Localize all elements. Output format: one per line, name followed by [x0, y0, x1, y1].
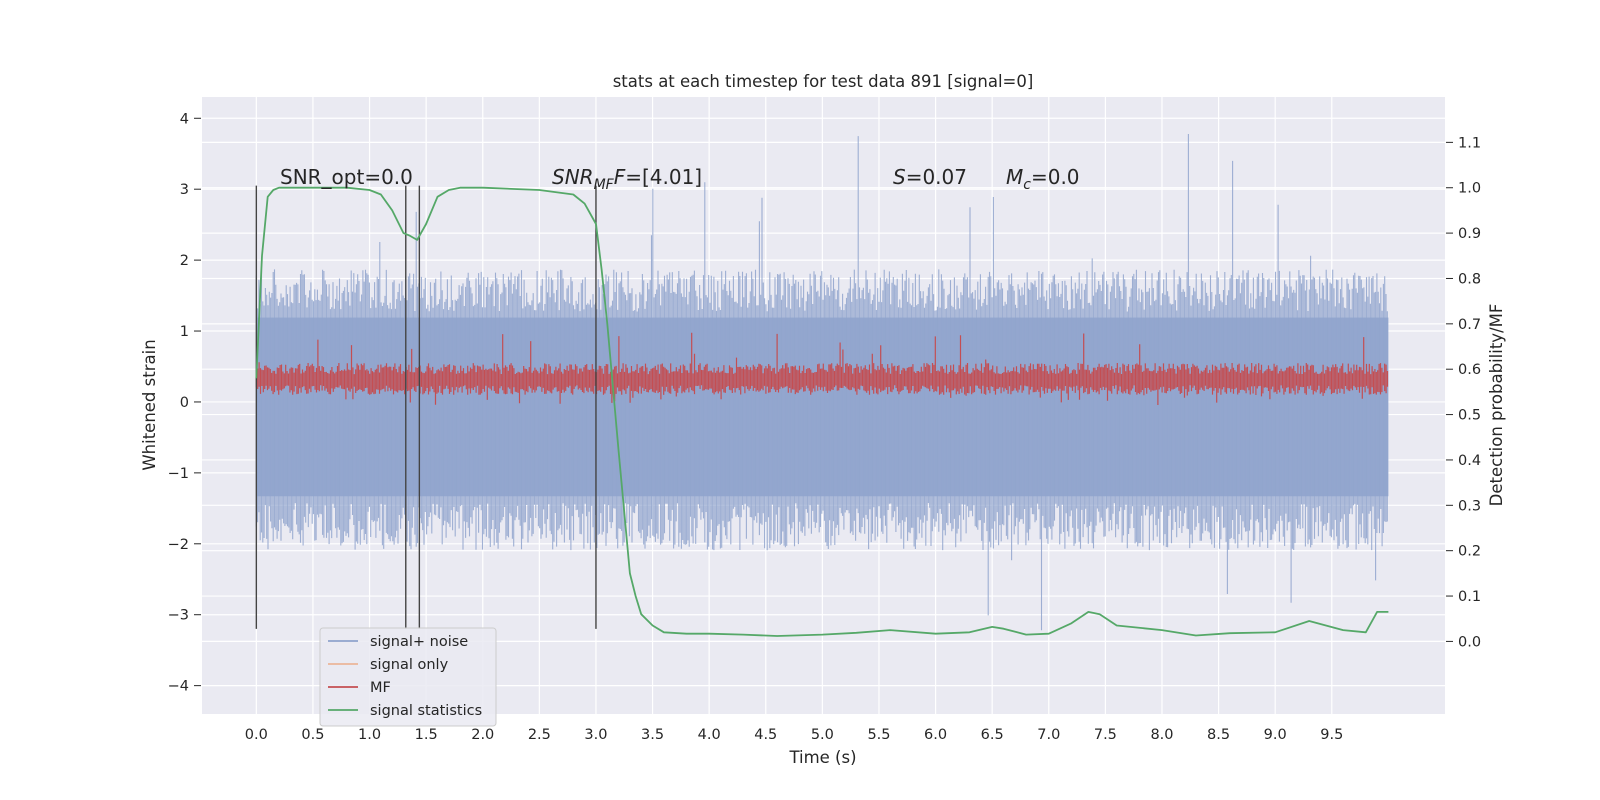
x-axis-label: Time (s) — [788, 748, 856, 767]
y2-tick-label: 0.1 — [1458, 589, 1481, 605]
y2-tick-label: 0.4 — [1458, 453, 1481, 469]
annotation-mc-value: =0.0 — [1031, 165, 1080, 189]
y2-tick-label: 0.6 — [1458, 362, 1481, 378]
y2-tick-label: 0.3 — [1458, 498, 1481, 514]
y-tick-label: 3 — [180, 182, 189, 198]
x-tick-label: 6.0 — [924, 727, 947, 743]
annotation-s: S=0.07 — [893, 165, 967, 189]
x-tick-label: 5.5 — [867, 727, 890, 743]
x-tick-label: 9.5 — [1320, 727, 1343, 743]
x-tick-label: 3.5 — [641, 727, 664, 743]
y-tick-label: −4 — [168, 679, 189, 695]
noise-series — [255, 134, 1389, 631]
annotation-s-value: =0.07 — [906, 165, 967, 189]
annotation-snr-mf-value: =[4.01] — [625, 165, 702, 189]
x-tick-label: 1.5 — [415, 727, 438, 743]
x-tick-label: 7.0 — [1037, 727, 1060, 743]
x-tick-label: 8.5 — [1207, 727, 1230, 743]
signal-statistics-line — [255, 186, 1389, 637]
y2-axis-label: Detection probability/MF — [1487, 304, 1506, 507]
legend-label-signal-noise: signal+ noise — [370, 634, 468, 650]
annotation-s-symbol: S — [893, 165, 906, 189]
x-tick-label: 0.5 — [301, 727, 324, 743]
legend-label-mf: MF — [370, 680, 391, 696]
annotation-mc-symbol: M — [1006, 165, 1023, 189]
x-tick-label: 5.0 — [811, 727, 834, 743]
signal-statistics-series — [255, 186, 1389, 637]
y2-tick-label: 0.5 — [1458, 408, 1481, 424]
annotation-snr-mf: SNRMFF=[4.01] — [552, 165, 702, 193]
annotation-snr-opt: SNR_opt=0.0 — [280, 165, 413, 189]
y-tick-label: −1 — [168, 466, 189, 482]
tick-labels: 0.0 0.5 1.0 1.5 2.0 2.5 3.0 3.5 4.0 4.5 5.0 5.5 6.0 6… — [168, 111, 1481, 743]
x-tick-label: 9.0 — [1264, 727, 1287, 743]
y2-tick-label: 1.1 — [1458, 135, 1481, 151]
x-tick-label: 4.5 — [754, 727, 777, 743]
y-tick-label: 2 — [180, 253, 189, 269]
chart-title: stats at each timestep for test data 891… — [613, 72, 1034, 91]
legend-label-signal-statistics: signal statistics — [370, 703, 482, 719]
y2-tick-label: 0.8 — [1458, 271, 1481, 287]
y-tick-label: −2 — [168, 537, 189, 553]
legend-box — [319, 627, 497, 727]
y2-tick-label: 0.2 — [1458, 544, 1481, 560]
x-tick-label: 1.0 — [358, 727, 381, 743]
x-tick-label: 4.0 — [698, 727, 721, 743]
x-tick-label: 3.0 — [584, 727, 607, 743]
annotation-mc-subscript: c — [1023, 177, 1031, 193]
x-tick-label: 0.0 — [245, 727, 268, 743]
y-tick-label: 4 — [180, 111, 189, 127]
y2-tick-label: 0.7 — [1458, 317, 1481, 333]
y2-tick-label: 1.0 — [1458, 181, 1481, 197]
annotation-mc: Mc=0.0 — [1006, 165, 1080, 193]
annotation-snr-mf-symbol: SNR — [552, 165, 594, 189]
x-tick-label: 8.0 — [1150, 727, 1173, 743]
x-tick-label: 2.5 — [528, 727, 551, 743]
y-axis-label: Whitened strain — [140, 339, 159, 470]
legend-label-signal-only: signal only — [370, 657, 449, 673]
y-tick-label: −3 — [168, 608, 189, 624]
y2-tick-label: 0.0 — [1458, 634, 1481, 650]
legend: signal+ noise signal only MF signal stat… — [319, 627, 497, 727]
y2-tick-label: 0.9 — [1458, 226, 1481, 242]
vertical-markers — [255, 185, 597, 629]
annotation-snr-mf-subscript: MF — [594, 177, 615, 193]
y-tick-label: 0 — [180, 395, 189, 411]
x-tick-label: 2.0 — [471, 727, 494, 743]
x-tick-label: 7.5 — [1094, 727, 1117, 743]
x-tick-label: 6.5 — [981, 727, 1004, 743]
y-tick-label: 1 — [180, 324, 189, 340]
